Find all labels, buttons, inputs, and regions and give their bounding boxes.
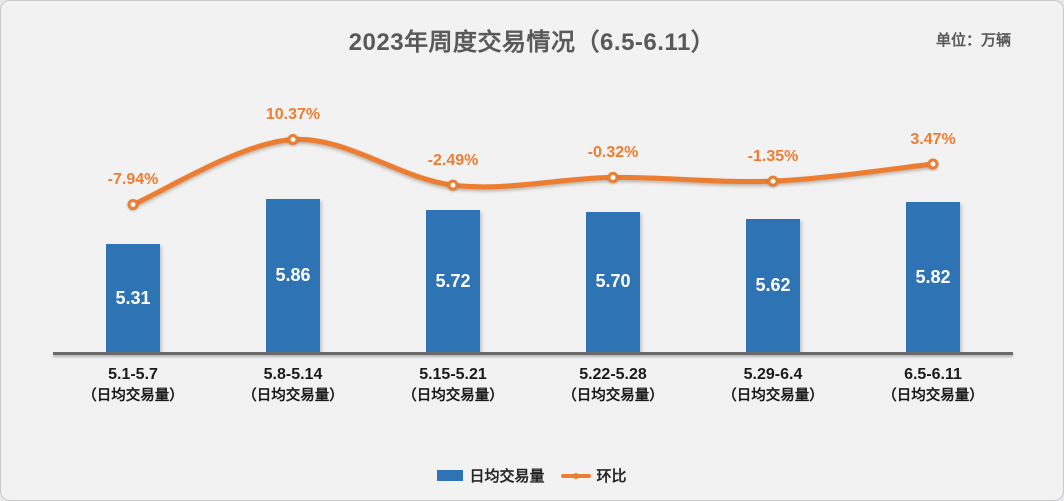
x-axis-label-sub: （日均交易量） [402,388,504,404]
line-marker [447,179,459,191]
x-axis-label: 5.15-5.21 （日均交易量） [368,363,538,407]
x-axis-label-range: 5.15-5.21 [419,366,487,383]
legend-item-line: 环比 [560,465,627,486]
bar-value-label: 5.62 [755,274,791,295]
x-axis-label-sub: （日均交易量） [722,388,824,404]
line-marker [607,171,619,183]
x-axis-label-sub: （日均交易量） [82,388,184,404]
x-axis-label: 5.1-5.7 （日均交易量） [48,363,218,407]
x-axis-label: 6.5-6.11 （日均交易量） [848,363,1018,407]
line-marker [927,158,939,170]
pct-label: -1.35% [747,148,799,166]
x-axis-label-sub: （日均交易量） [562,388,664,404]
line-dot-icon [572,472,579,479]
x-axis-label: 5.8-5.14 （日均交易量） [208,363,378,407]
bar: 5.86 [266,198,320,352]
x-axis-label-range: 5.29-6.4 [743,366,803,383]
bar-value-label: 5.82 [915,266,951,287]
line-marker [767,175,779,187]
bar-value-label: 5.86 [275,264,311,285]
bar: 5.72 [426,210,480,352]
line-path [130,136,936,207]
chart-title: 2023年周度交易情况（6.5-6.11） [348,29,716,56]
bar: 5.31 [106,244,160,352]
pct-label: 10.37% [265,106,321,124]
bar: 5.62 [746,218,800,352]
x-axis-label: 5.29-6.4 （日均交易量） [688,363,858,407]
x-axis-label-range: 5.8-5.14 [263,366,323,383]
bar: 5.70 [586,211,640,352]
bar-swatch-icon [437,470,464,481]
x-axis-label-sub: （日均交易量） [882,388,984,404]
bar-value-label: 5.72 [435,270,471,291]
pct-label: -7.94% [107,171,159,189]
x-axis-label-sub: （日均交易量） [242,388,344,404]
bar-value-label: 5.31 [115,287,151,308]
x-axis-label-range: 5.1-5.7 [108,366,158,383]
legend-item-bar: 日均交易量 [437,465,545,486]
legend: 日均交易量 环比 [1,465,1063,486]
line-marker [127,198,139,210]
bar: 5.82 [906,202,960,352]
pct-label: -0.32% [587,144,639,162]
x-axis-line [53,352,1013,355]
pct-label: -2.49% [427,152,479,170]
legend-label-line: 环比 [596,468,627,485]
line-marker [287,133,299,145]
unit-label: 单位：万辆 [935,32,1011,49]
legend-label-bar: 日均交易量 [469,468,545,485]
x-axis-label-range: 6.5-6.11 [904,366,962,383]
bar-value-label: 5.70 [595,271,631,292]
x-axis-label: 5.22-5.28 （日均交易量） [528,363,698,407]
pct-label: 3.47% [910,130,956,148]
line-marker-icon [560,472,591,479]
x-axis-label-range: 5.22-5.28 [579,366,647,383]
